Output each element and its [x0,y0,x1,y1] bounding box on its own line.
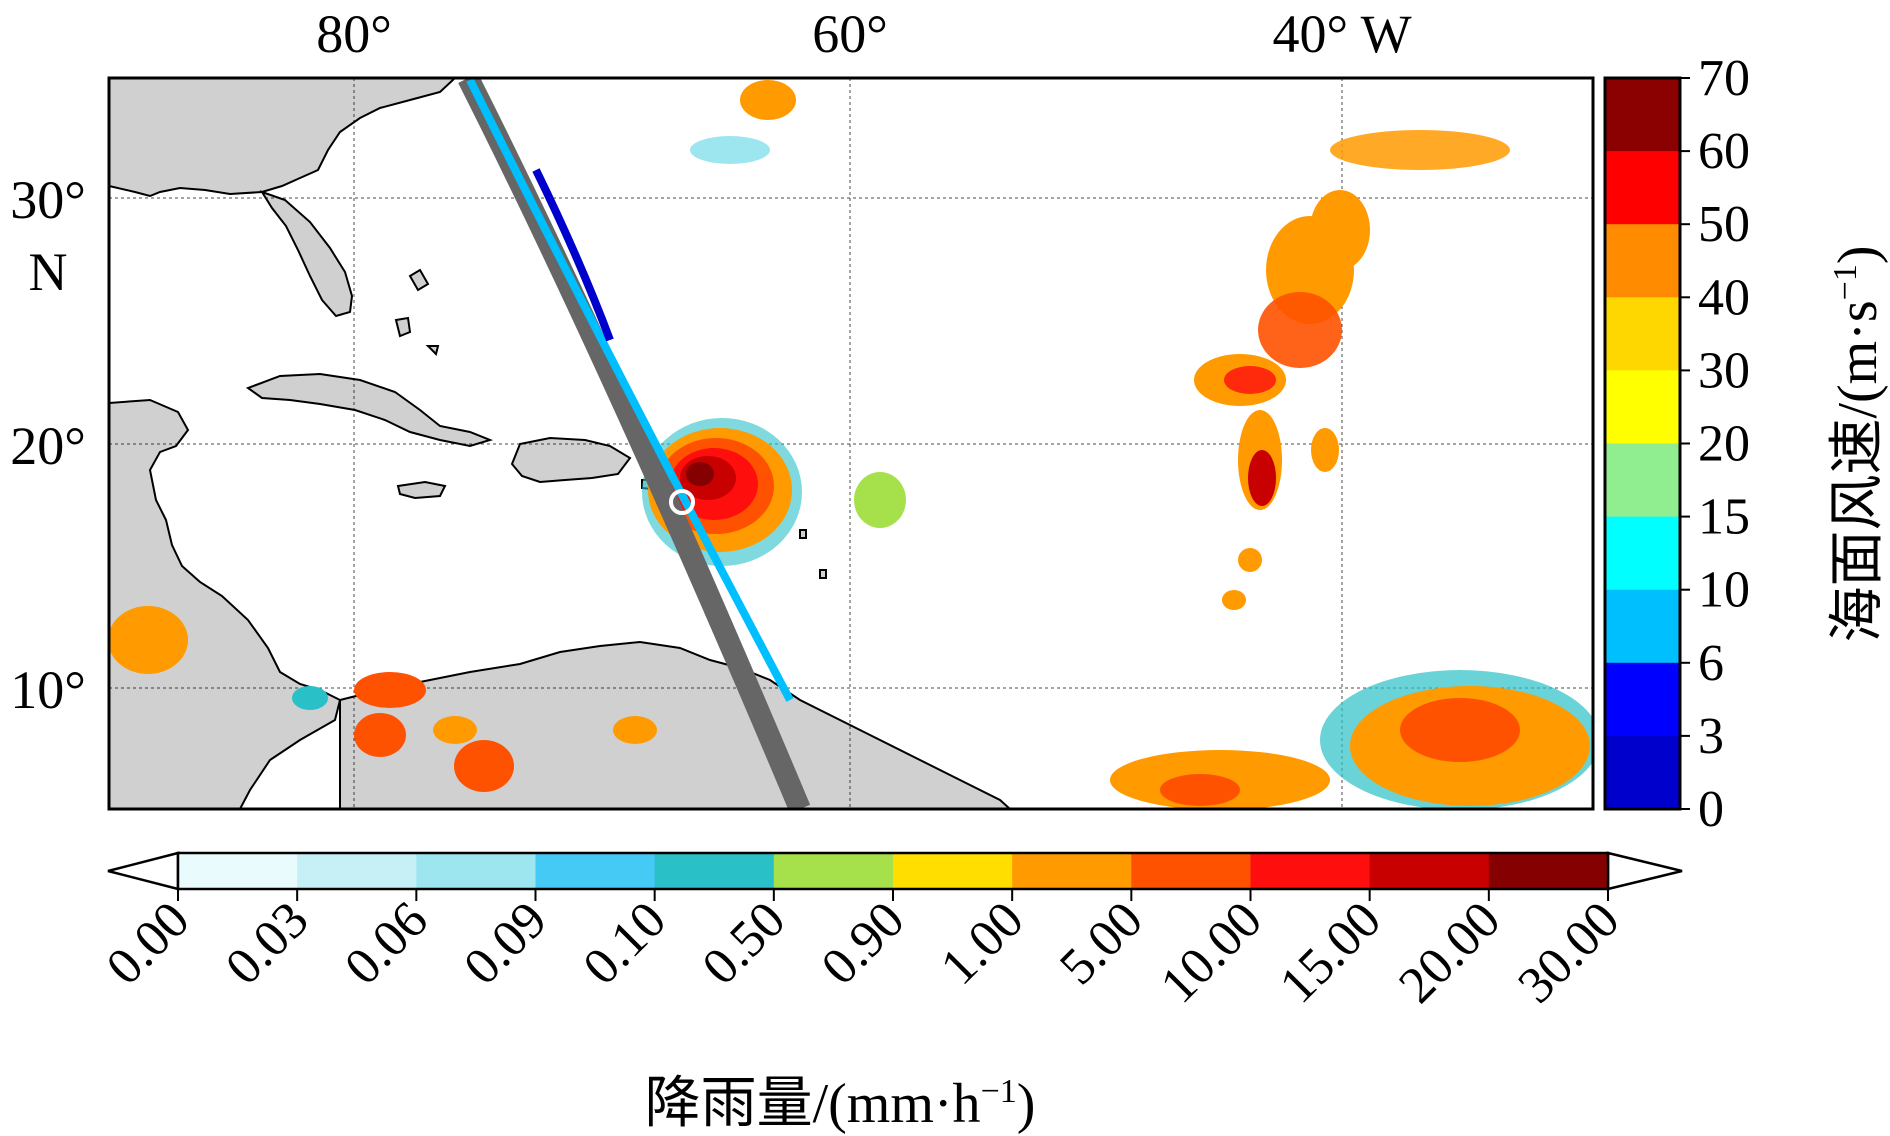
atlantic-rain-band [1194,190,1370,610]
wind-colorbar-title: 海面风速/(m·s−1) [1825,245,1890,642]
wind-colorbar-segment [1605,735,1680,810]
rain-colorbar: 0.00 0.03 0.06 0.09 0.10 0.50 0.90 1.00 5.0010.0… [96,851,1683,1014]
wind-colorbar-tick-label: 40 [1698,269,1750,326]
lat-label-30: 30° [10,170,86,230]
rain-colorbar-tick-label: 5.00 [1049,891,1154,996]
track-wind-retrieval [466,78,794,702]
wind-title-exp: −1 [1827,264,1864,300]
rain-title-exp: −1 [981,1073,1017,1110]
rain-fields [109,80,1593,809]
rain-colorbar-segment [773,853,894,889]
map-frame [107,76,1595,811]
rain-colorbar-tick-label: 0.03 [215,891,320,996]
wind-title-cjk: 海面风速 [1825,419,1890,643]
wind-colorbar-tick-label: 15 [1698,489,1750,546]
central-america-land [109,398,342,809]
wind-colorbar-segment [1605,151,1680,225]
rain-colorbar-segment [297,853,417,889]
rain-colorbar-tick-label: 0.90 [811,891,916,996]
wind-colorbar-segment [1605,516,1680,591]
wind-colorbar-tick-label: 3 [1698,708,1724,765]
rain-colorbar-tick-label: 10.00 [1150,891,1273,1014]
map-panel [109,78,1593,809]
jamaica-island [396,480,447,500]
rain-colorbar-tick-label: 20.00 [1388,891,1511,1014]
rain-colorbar-segment [416,853,536,889]
rain-colorbar-segment [1012,853,1132,889]
wind-colorbar-tick-label: 70 [1698,50,1750,107]
wind-title-unit: /(m·s [1827,300,1889,418]
rain-colorbar-segment [1488,853,1609,889]
lat-label-10: 10° [10,660,86,720]
wind-colorbar-segment [1605,224,1680,298]
rain-colorbar-tick-label: 1.00 [930,891,1035,996]
lon-label-40w: 40° W [1272,4,1411,64]
bahamas-islands [394,268,440,356]
rain-colorbar-tick-label: 15.00 [1269,891,1392,1014]
wind-colorbar-segment [1605,662,1680,737]
cuba-island [245,372,494,448]
track-wind-high [532,168,614,342]
rain-colorbar-tick-label: 0.06 [334,891,439,996]
wind-colorbar-segment [1605,78,1680,152]
itcz-rain-band [1110,670,1593,809]
wind-colorbar-tick-label: 10 [1698,562,1750,619]
northern-rain-cells [690,80,1510,528]
storm-center-marker [669,489,695,515]
rain-colorbar-tick-label: 0.09 [453,891,558,996]
lon-label-80: 80° [316,4,392,64]
caribbean-rain-cells [109,606,657,792]
wind-colorbar-segment [1605,297,1680,371]
rain-colorbar-title: 降雨量/(mm·h−1) [645,1071,1036,1136]
rain-colorbar-segment [654,853,775,889]
rain-colorbar-tick-label: 0.10 [573,891,678,996]
wind-colorbar-tick-label: 0 [1698,781,1724,838]
rain-title-cjk: 降雨量 [645,1071,813,1136]
wind-colorbar-segment [1605,443,1680,518]
wind-colorbar-tick-label: 6 [1698,635,1724,692]
wind-colorbar-tick-label: 30 [1698,342,1750,399]
rain-colorbar-left-arrow [107,851,180,891]
rain-colorbar-tick-label: 0.00 [96,891,201,996]
rain-colorbar-segment [1250,853,1371,889]
wind-colorbar-tick-label: 50 [1698,196,1750,253]
rain-title-close: ) [1017,1073,1036,1135]
rain-colorbar-tick-label: 0.50 [692,891,797,996]
wind-colorbar-tick-label: 20 [1698,416,1750,473]
wind-colorbar-segment [1605,589,1680,664]
rain-colorbar-segment [1131,853,1251,889]
rain-colorbar-segment [178,853,298,889]
florida-peninsula [259,190,354,318]
north-america-land [109,78,457,198]
wind-colorbar-tick-label: 60 [1698,123,1750,180]
rain-colorbar-right-arrow [1606,851,1683,891]
rain-colorbar-tick-label: 30.00 [1507,891,1630,1014]
rain-title-unit: /(mm·h [813,1073,981,1135]
rain-colorbar-segment [893,853,1013,889]
lat-label-20: 20° [10,416,86,476]
rain-colorbar-segment [1369,853,1490,889]
wind-title-close: ) [1827,245,1889,264]
lat-label-n: N [29,242,68,302]
satellite-track [458,78,811,809]
hispaniola-island [510,436,632,484]
wind-colorbar-segment [1605,370,1680,444]
lon-label-60: 60° [812,4,888,64]
lesser-antilles [799,529,827,579]
rain-colorbar-segment [535,853,656,889]
